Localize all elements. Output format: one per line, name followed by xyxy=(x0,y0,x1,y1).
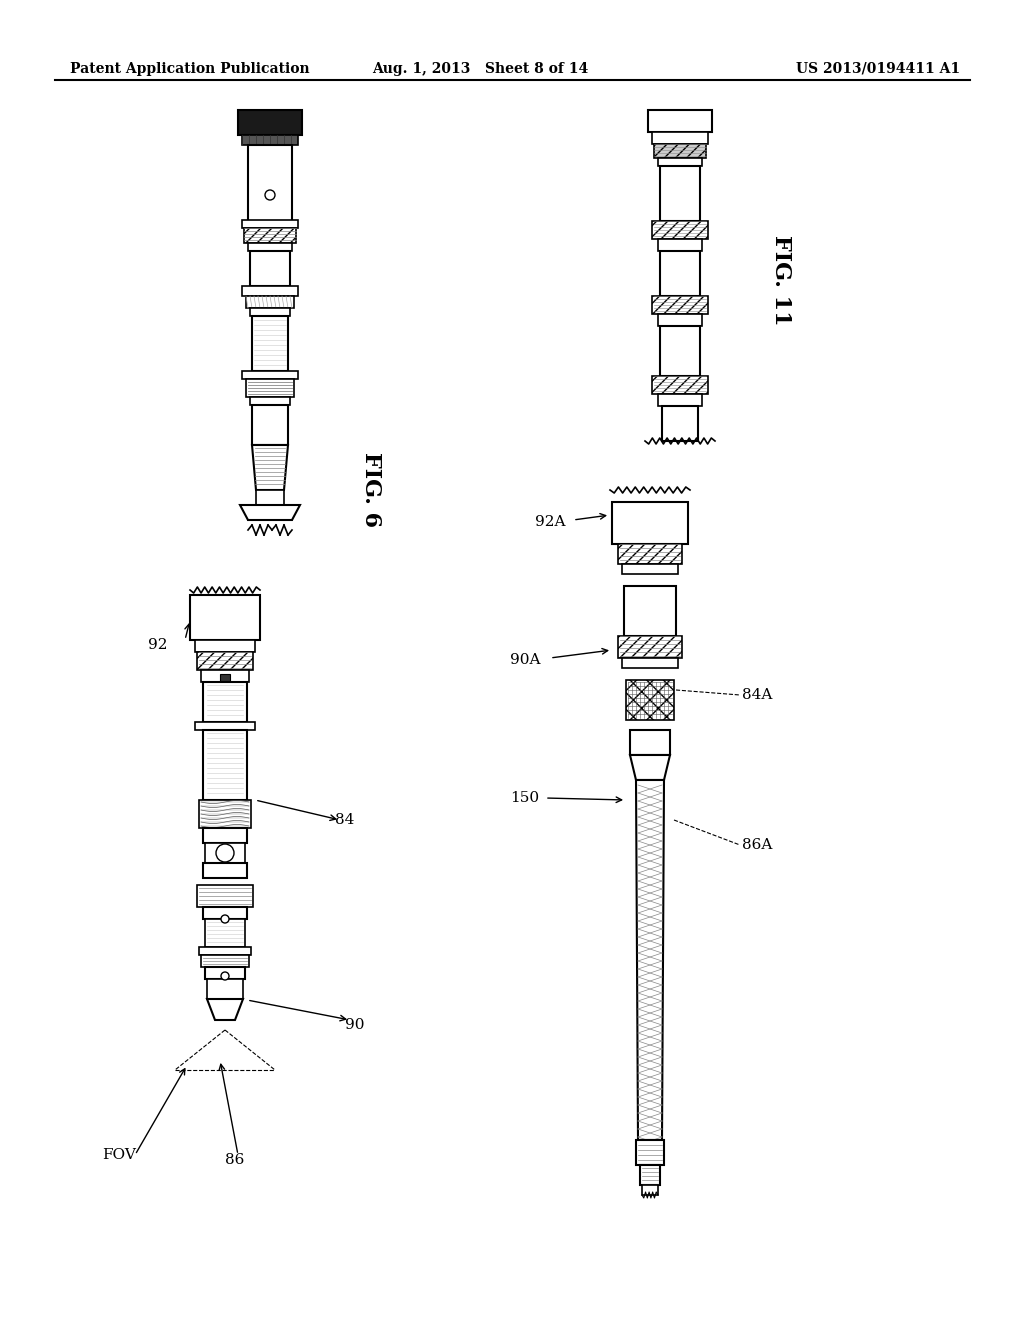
Bar xyxy=(246,296,294,308)
Text: 86A: 86A xyxy=(742,838,772,851)
Bar xyxy=(252,405,288,445)
Bar xyxy=(244,228,296,243)
Text: 84: 84 xyxy=(335,813,354,828)
Bar xyxy=(190,595,260,640)
Bar xyxy=(660,326,700,376)
Bar xyxy=(652,376,708,393)
Bar xyxy=(238,110,302,135)
Bar xyxy=(660,251,700,296)
Circle shape xyxy=(265,190,275,201)
Bar xyxy=(199,800,251,828)
Bar xyxy=(203,682,247,722)
Bar xyxy=(622,657,678,668)
Bar xyxy=(203,730,247,800)
Bar xyxy=(252,315,288,371)
Bar xyxy=(246,379,294,397)
Bar xyxy=(242,286,298,296)
Text: FIG. 6: FIG. 6 xyxy=(360,453,382,528)
Polygon shape xyxy=(252,445,288,490)
Bar xyxy=(658,158,702,166)
Bar xyxy=(642,1185,658,1195)
Bar xyxy=(658,393,702,407)
Bar xyxy=(612,502,688,544)
Bar xyxy=(242,220,298,228)
Polygon shape xyxy=(630,755,670,780)
Text: 150: 150 xyxy=(510,791,539,805)
Bar xyxy=(658,314,702,326)
Bar xyxy=(248,243,292,251)
Bar xyxy=(624,586,676,636)
Text: FOV: FOV xyxy=(102,1148,136,1162)
Bar xyxy=(256,490,284,506)
Bar xyxy=(652,132,708,144)
Bar xyxy=(203,907,247,919)
Bar xyxy=(652,220,708,239)
Bar xyxy=(242,135,298,145)
Text: Aug. 1, 2013   Sheet 8 of 14: Aug. 1, 2013 Sheet 8 of 14 xyxy=(372,62,588,77)
Bar xyxy=(199,946,251,954)
Circle shape xyxy=(221,972,229,979)
Bar xyxy=(652,296,708,314)
Text: 90A: 90A xyxy=(510,653,541,667)
Bar xyxy=(250,251,290,286)
Bar xyxy=(207,979,243,999)
Bar xyxy=(205,843,245,863)
Bar xyxy=(630,730,670,755)
Bar xyxy=(648,110,712,132)
Polygon shape xyxy=(240,506,300,520)
Text: 90: 90 xyxy=(345,1018,365,1032)
Bar xyxy=(626,680,674,719)
Bar xyxy=(201,671,249,682)
Bar xyxy=(203,863,247,878)
Circle shape xyxy=(216,843,234,862)
Bar xyxy=(197,652,253,671)
Bar xyxy=(205,968,245,979)
Bar xyxy=(201,954,249,968)
Polygon shape xyxy=(207,999,243,1020)
Bar xyxy=(618,636,682,657)
Text: 92A: 92A xyxy=(535,515,565,529)
Bar xyxy=(640,1166,660,1185)
Bar xyxy=(654,144,706,158)
Bar xyxy=(658,239,702,251)
Bar xyxy=(242,371,298,379)
Circle shape xyxy=(221,915,229,923)
Text: US 2013/0194411 A1: US 2013/0194411 A1 xyxy=(796,62,961,77)
Bar xyxy=(250,397,290,405)
Text: 84A: 84A xyxy=(742,688,772,702)
Bar xyxy=(195,640,255,652)
Text: 92: 92 xyxy=(148,638,168,652)
Bar xyxy=(636,1140,664,1166)
Bar xyxy=(250,308,290,315)
Bar xyxy=(662,407,698,441)
Text: Patent Application Publication: Patent Application Publication xyxy=(70,62,309,77)
Bar xyxy=(195,722,255,730)
Polygon shape xyxy=(636,780,664,1140)
Bar xyxy=(203,828,247,843)
Bar xyxy=(248,145,292,224)
Bar xyxy=(622,564,678,574)
Text: FIG. 11: FIG. 11 xyxy=(770,235,792,325)
Bar xyxy=(220,675,230,682)
Text: 86: 86 xyxy=(225,1152,245,1167)
Bar xyxy=(197,884,253,907)
Bar xyxy=(660,166,700,220)
Bar xyxy=(205,919,245,946)
Bar xyxy=(618,544,682,564)
